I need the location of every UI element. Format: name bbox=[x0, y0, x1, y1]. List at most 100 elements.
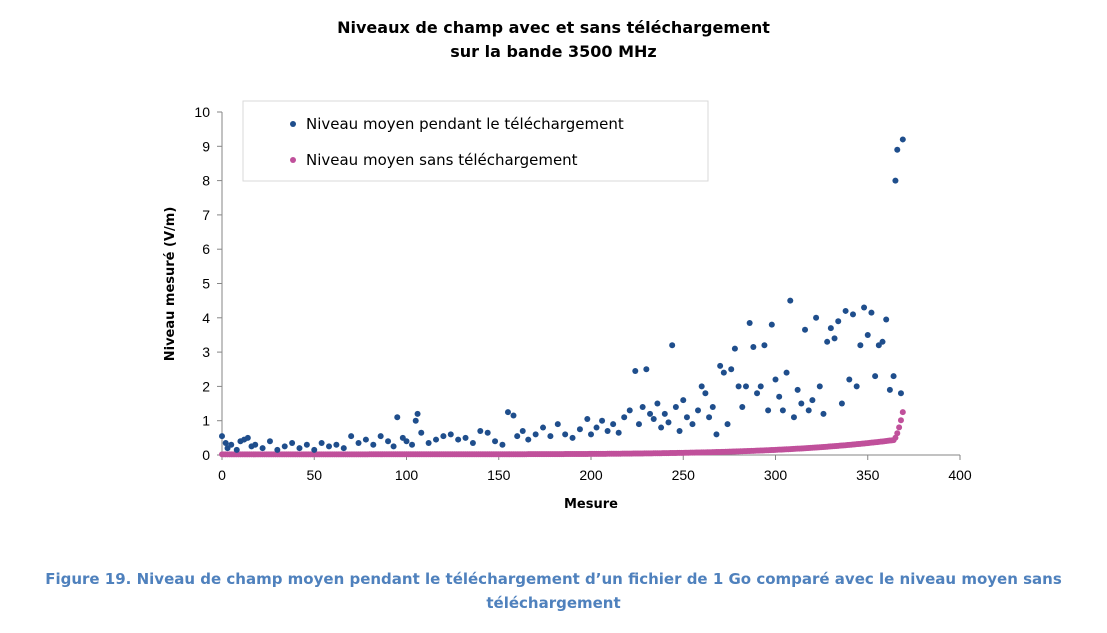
point-download bbox=[665, 419, 672, 426]
x-tick-label: 100 bbox=[395, 467, 419, 483]
point-download bbox=[377, 433, 384, 440]
point-download bbox=[340, 445, 347, 452]
point-download bbox=[750, 343, 757, 350]
y-tick-label: 6 bbox=[202, 241, 210, 257]
point-download bbox=[318, 439, 325, 446]
point-download bbox=[370, 441, 377, 448]
point-download bbox=[894, 146, 901, 153]
point-download bbox=[333, 441, 340, 448]
y-tick-label: 3 bbox=[202, 344, 210, 360]
point-download bbox=[510, 412, 517, 419]
point-download bbox=[626, 407, 633, 414]
point-download bbox=[576, 426, 583, 433]
point-download bbox=[702, 390, 709, 397]
point-download bbox=[281, 443, 288, 450]
point-download bbox=[713, 431, 720, 438]
point-download bbox=[588, 431, 594, 438]
point-download bbox=[849, 311, 856, 318]
point-download bbox=[311, 446, 318, 453]
point-download bbox=[783, 369, 790, 376]
point-download bbox=[824, 338, 831, 345]
point-download bbox=[735, 383, 742, 390]
point-download bbox=[798, 400, 805, 407]
point-download bbox=[385, 438, 392, 445]
legend-label-no-download: Niveau moyen sans téléchargement bbox=[306, 151, 578, 169]
series-no-download bbox=[219, 409, 906, 458]
point-download bbox=[433, 436, 440, 443]
point-download bbox=[706, 414, 713, 421]
point-download bbox=[440, 433, 447, 440]
point-download bbox=[650, 415, 657, 422]
point-download bbox=[892, 177, 899, 184]
y-tick-label: 5 bbox=[202, 276, 210, 292]
point-download bbox=[739, 403, 746, 410]
x-tick-label: 400 bbox=[948, 467, 972, 483]
point-download bbox=[599, 417, 606, 424]
point-download bbox=[886, 386, 893, 393]
point-no-download bbox=[894, 430, 901, 437]
point-download bbox=[525, 436, 532, 443]
point-download bbox=[547, 433, 554, 440]
point-download bbox=[643, 366, 650, 373]
point-download bbox=[779, 407, 786, 414]
y-tick-label: 2 bbox=[202, 378, 210, 394]
point-download bbox=[754, 390, 761, 397]
point-download bbox=[409, 441, 416, 448]
figure-caption: Figure 19. Niveau de champ moyen pendant… bbox=[45, 570, 1062, 612]
point-download bbox=[816, 383, 823, 390]
legend-label-download: Niveau moyen pendant le téléchargement bbox=[306, 115, 624, 133]
legend-box bbox=[242, 100, 709, 182]
point-download bbox=[222, 439, 229, 446]
point-download bbox=[787, 297, 794, 304]
point-download bbox=[695, 407, 702, 414]
point-download bbox=[593, 424, 600, 431]
point-download bbox=[890, 373, 897, 380]
point-download bbox=[809, 397, 816, 404]
point-download bbox=[768, 321, 775, 328]
point-download bbox=[676, 427, 683, 434]
point-no-download bbox=[896, 424, 903, 431]
point-download bbox=[615, 429, 622, 436]
x-tick-label: 0 bbox=[218, 467, 226, 483]
point-download bbox=[584, 415, 591, 422]
point-download bbox=[519, 427, 526, 434]
point-download bbox=[802, 326, 809, 333]
point-download bbox=[390, 443, 397, 450]
point-download bbox=[672, 403, 679, 410]
point-download bbox=[447, 431, 454, 438]
legend-marker-download bbox=[290, 121, 296, 127]
point-download bbox=[857, 342, 864, 349]
point-download bbox=[244, 434, 251, 441]
y-tick-label: 0 bbox=[202, 447, 210, 463]
y-tick-label: 10 bbox=[194, 104, 210, 120]
point-download bbox=[303, 441, 310, 448]
point-download bbox=[709, 403, 716, 410]
point-download bbox=[861, 304, 868, 311]
point-download bbox=[746, 319, 753, 326]
x-tick-label: 250 bbox=[672, 467, 696, 483]
point-download bbox=[879, 338, 886, 345]
point-download bbox=[772, 376, 779, 383]
point-download bbox=[418, 429, 425, 436]
point-download bbox=[403, 438, 410, 445]
point-download bbox=[233, 446, 240, 453]
point-download bbox=[639, 403, 646, 410]
point-download bbox=[761, 342, 768, 349]
point-download bbox=[274, 446, 281, 453]
x-tick-label: 200 bbox=[579, 467, 603, 483]
point-download bbox=[499, 441, 506, 448]
point-download bbox=[266, 438, 273, 445]
point-download bbox=[790, 414, 797, 421]
y-tick-label: 4 bbox=[202, 310, 210, 326]
point-download bbox=[868, 309, 875, 316]
point-download bbox=[348, 433, 355, 440]
y-axis-label: Niveau mesuré (V/m) bbox=[163, 207, 178, 362]
point-download bbox=[569, 434, 576, 441]
point-download bbox=[899, 136, 906, 143]
point-download bbox=[831, 335, 838, 342]
point-download bbox=[683, 414, 690, 421]
point-download bbox=[355, 439, 362, 446]
point-download bbox=[414, 410, 421, 417]
point-download bbox=[742, 383, 749, 390]
